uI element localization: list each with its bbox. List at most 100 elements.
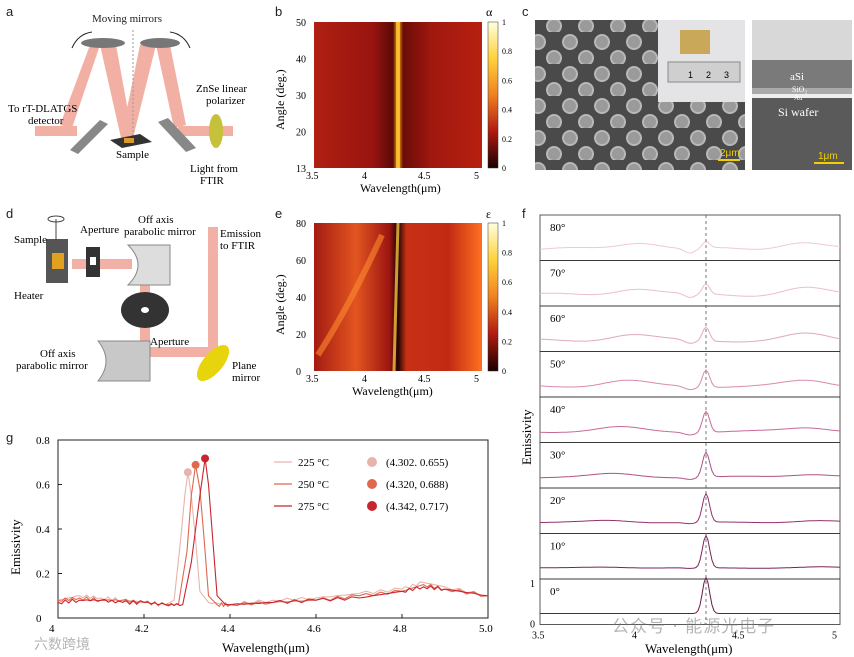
spectrum-frame	[539, 442, 841, 489]
label-aperture-1: Aperture	[80, 224, 119, 236]
panel-a-schematic: Moving mirrors To rT-DLATGS detector Sam…	[8, 13, 247, 187]
spectrum-line	[540, 576, 840, 614]
e-colorbar-tick: 0.2	[502, 337, 512, 346]
panel-f-stack: 80° 70° 60° 50° 40° 30° 20° 10° 0° 3.5 4 4.5 5 0 1 Emi…	[519, 214, 841, 656]
watermark-right: 公众号 · 能源光电子	[612, 617, 776, 637]
legend-name: 275 °C	[298, 501, 329, 513]
b-xtick: 3.5	[306, 171, 319, 182]
spectrum-line	[539, 410, 841, 436]
e-ytick: 60	[296, 256, 306, 267]
polarizer-icon	[209, 114, 223, 148]
g-peak-marker	[201, 454, 210, 463]
e-ytick: 40	[296, 293, 306, 304]
g-ytick: 0.2	[36, 569, 50, 581]
watermark-left: 六数跨境	[34, 637, 90, 653]
e-ytick: 80	[296, 219, 306, 230]
layer-wafer: Si wafer	[778, 105, 818, 119]
spectrum-frame	[539, 578, 841, 625]
g-xtick: 4.6	[307, 623, 321, 635]
panel-e-xlabel: Wavelength(μm)	[352, 384, 433, 398]
ruler-number: 2	[706, 70, 711, 80]
panel-label-e: e	[275, 206, 283, 221]
spectrum-line	[540, 451, 841, 480]
ruler	[667, 61, 741, 83]
e-xtick: 4	[362, 374, 367, 385]
arrow-left-icon	[71, 31, 93, 49]
angle-label: 50°	[550, 359, 565, 371]
spectrum-line	[539, 369, 841, 391]
b-ytick: 13	[296, 164, 306, 175]
g-peak-marker	[191, 460, 200, 469]
f-xtick: 4	[632, 631, 637, 642]
colorbar-b	[487, 21, 499, 169]
g-ytick: 0.6	[36, 480, 50, 492]
g-series-line	[57, 472, 489, 607]
legend-name: 225 °C	[298, 457, 329, 469]
g-xtick: 4	[49, 623, 55, 635]
b-ytick: 40	[296, 55, 306, 66]
legend-peak-label: (4.320, 0.688)	[386, 479, 449, 491]
angle-label: 70°	[550, 268, 565, 280]
heater-block	[52, 253, 64, 269]
f-ytick: 1	[530, 579, 535, 590]
label-light-1: Light from	[190, 163, 238, 175]
label-plane-2: mirror	[232, 372, 260, 384]
spectrum-line	[539, 326, 841, 344]
g-xtick: 4.4	[221, 623, 235, 635]
label-mirror2-2: parabolic mirror	[16, 360, 88, 372]
colorbar-e	[487, 222, 499, 372]
angle-label: 40°	[550, 404, 565, 416]
b-colorbar-tick: 0.6	[502, 76, 512, 85]
b-colorbar-tick: 0.2	[502, 135, 512, 144]
e-colorbar-tick: 0	[502, 367, 506, 376]
g-ytick: 0	[36, 613, 42, 625]
label-detector-2: detector	[28, 115, 64, 127]
e-colorbar-tick: 0.4	[502, 308, 512, 317]
spectrum-frame	[539, 260, 841, 307]
e-xtick: 4.5	[418, 374, 431, 385]
side-mirror-right	[158, 118, 196, 152]
g-peak-marker	[183, 468, 192, 477]
scale-bar-left: 2μm	[720, 148, 740, 159]
label-detector-1: To rT-DLATGS	[8, 103, 77, 115]
moving-mirror-left	[81, 38, 125, 48]
colorbar-e-title: ε	[486, 207, 491, 221]
plane-mirror	[196, 344, 230, 382]
angle-label: 20°	[550, 495, 565, 507]
label-sample: Sample	[116, 149, 149, 161]
spectrum-line	[540, 534, 841, 569]
spectrum-frame	[539, 533, 841, 580]
b-ytick: 30	[296, 91, 306, 102]
ruler-number: 3	[724, 70, 729, 80]
layer-asi: aSi	[790, 71, 804, 83]
panel-f-ylabel: Emissivity	[519, 409, 534, 465]
label-moving-mirrors: Moving mirrors	[92, 13, 162, 25]
b-colorbar-tick: 1	[502, 18, 506, 27]
panel-d-schematic: Sample Aperture Off axis parabolic mirro…	[14, 214, 261, 384]
spectrum-line	[539, 283, 841, 298]
e-xtick: 5	[474, 374, 479, 385]
legend-peak-label: (4.342, 0.717)	[386, 501, 449, 513]
g-ytick: 0.8	[36, 435, 50, 447]
b-xtick: 5	[474, 171, 479, 182]
label-mirror1-2: parabolic mirror	[124, 226, 196, 238]
scale-bar-right: 1μm	[818, 151, 838, 162]
b-ytick: 50	[296, 18, 306, 29]
label-heater: Heater	[14, 290, 44, 302]
sample-pattern	[124, 138, 134, 143]
panel-f-xlabel: Wavelength(μm)	[645, 641, 733, 656]
heatmap-b-band	[396, 22, 400, 168]
f-ytick: 0	[530, 620, 535, 631]
spectrum-frame	[539, 487, 841, 534]
angle-label: 80°	[550, 222, 565, 234]
panel-b-heatmap: 13 20 30 40 50 3.5 4 4.5 5 1 0.8 0.6 0.4 0.2 0 α Wavel…	[273, 5, 512, 195]
panel-g-xlabel: Wavelength(μm)	[222, 640, 310, 655]
label-aperture-2: Aperture	[150, 336, 189, 348]
b-xtick: 4	[362, 171, 367, 182]
label-light-2: FTIR	[200, 175, 225, 187]
legend-name: 250 °C	[298, 479, 329, 491]
b-xtick: 4.5	[418, 171, 431, 182]
ruler-number: 1	[688, 70, 693, 80]
panel-c-sem: 1 2 3 2μm aSi SiO₂ Au Si wafer 1μm	[535, 20, 852, 170]
g-xtick: 4.8	[393, 623, 407, 635]
